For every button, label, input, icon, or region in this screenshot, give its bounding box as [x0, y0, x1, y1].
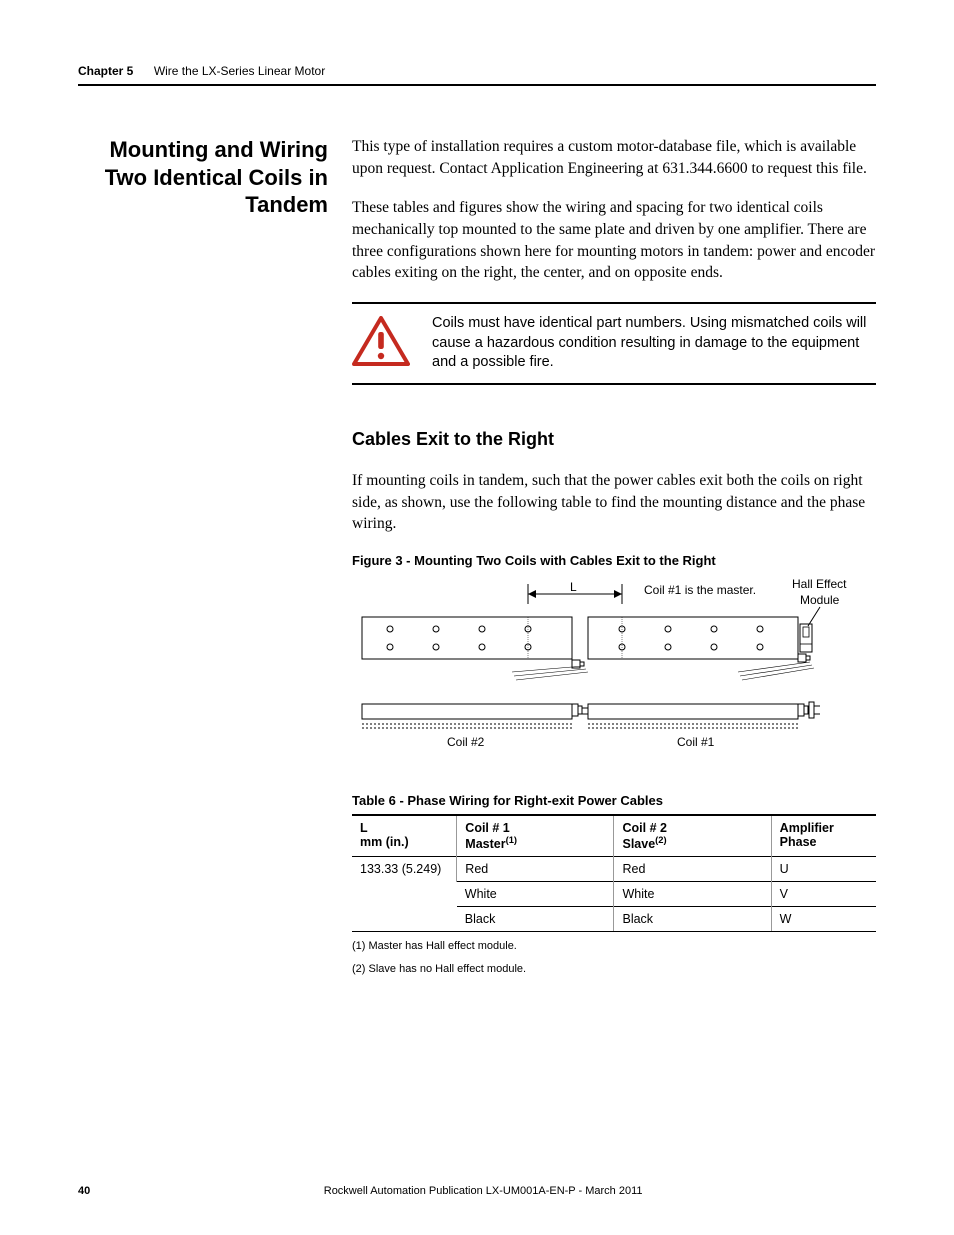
th-phase: Amplifier Phase	[771, 815, 876, 857]
th-c1-b: Master	[465, 837, 505, 851]
table-6: Table 6 - Phase Wiring for Right-exit Po…	[352, 793, 876, 977]
th-l: L mm (in.)	[352, 815, 457, 857]
figure-diagram: L Coil #1 is the master. Hall Effect Mod…	[352, 574, 872, 764]
publication-info: Rockwell Automation Publication LX-UM001…	[90, 1185, 876, 1197]
figure-hall-label-1: Hall Effect	[792, 577, 847, 591]
page-number: 40	[78, 1185, 90, 1197]
footnote-2: (2) Slave has no Hall effect module.	[352, 961, 876, 978]
figure-hall-label-2: Module	[800, 593, 840, 607]
cell: V	[771, 882, 876, 907]
cell-l: 133.33 (5.249)	[352, 857, 457, 932]
paragraph-2: These tables and figures show the wiring…	[352, 197, 876, 284]
warning-text: Coils must have identical part numbers. …	[432, 314, 876, 373]
figure-3: Figure 3 - Mounting Two Coils with Cable…	[352, 553, 876, 769]
page-header: Chapter 5 Wire the LX-Series Linear Moto…	[78, 62, 876, 86]
warning-icon	[352, 316, 410, 371]
th-coil2: Coil # 2 Slave(2)	[614, 815, 771, 857]
th-c2-a: Coil # 2	[622, 821, 666, 835]
cell: U	[771, 857, 876, 882]
th-c2-sup: (2)	[655, 835, 666, 845]
chapter-title: Wire the LX-Series Linear Motor	[154, 64, 325, 78]
cell: Red	[457, 857, 614, 882]
page-footer: 40 Rockwell Automation Publication LX-UM…	[78, 1185, 876, 1197]
figure-master-note: Coil #1 is the master.	[644, 583, 756, 597]
paragraph-1: This type of installation requires a cus…	[352, 136, 876, 179]
figure-coil1-label: Coil #1	[677, 735, 715, 749]
left-column: Mounting and Wiring Two Identical Coils …	[78, 136, 328, 977]
sub-heading: Cables Exit to the Right	[352, 429, 876, 450]
chapter-label: Chapter 5	[78, 64, 133, 78]
footnote-1: (1) Master has Hall effect module.	[352, 938, 876, 955]
cell: White	[614, 882, 771, 907]
cell: Black	[457, 907, 614, 932]
wiring-table: L mm (in.) Coil # 1 Master(1) Coil # 2 S…	[352, 814, 876, 932]
th-coil1: Coil # 1 Master(1)	[457, 815, 614, 857]
figure-label-L: L	[570, 580, 577, 594]
cell: W	[771, 907, 876, 932]
cell: Black	[614, 907, 771, 932]
figure-title: Figure 3 - Mounting Two Coils with Cable…	[352, 553, 876, 568]
th-l-a: L	[360, 821, 368, 835]
main-section: Mounting and Wiring Two Identical Coils …	[78, 136, 876, 977]
right-column: This type of installation requires a cus…	[352, 136, 876, 977]
cell: Red	[614, 857, 771, 882]
th-c1-a: Coil # 1	[465, 821, 509, 835]
warning-box: Coils must have identical part numbers. …	[352, 302, 876, 385]
sub-intro: If mounting coils in tandem, such that t…	[352, 470, 876, 535]
table-title: Table 6 - Phase Wiring for Right-exit Po…	[352, 793, 876, 808]
th-p-a: Amplifier	[780, 821, 834, 835]
th-c2-b: Slave	[622, 837, 655, 851]
th-c1-sup: (1)	[506, 835, 517, 845]
section-heading: Mounting and Wiring Two Identical Coils …	[78, 136, 328, 219]
figure-coil2-label: Coil #2	[447, 735, 485, 749]
th-p-b: Phase	[780, 835, 817, 849]
table-row: 133.33 (5.249) Red Red U	[352, 857, 876, 882]
cell: White	[457, 882, 614, 907]
th-l-b: mm (in.)	[360, 835, 409, 849]
